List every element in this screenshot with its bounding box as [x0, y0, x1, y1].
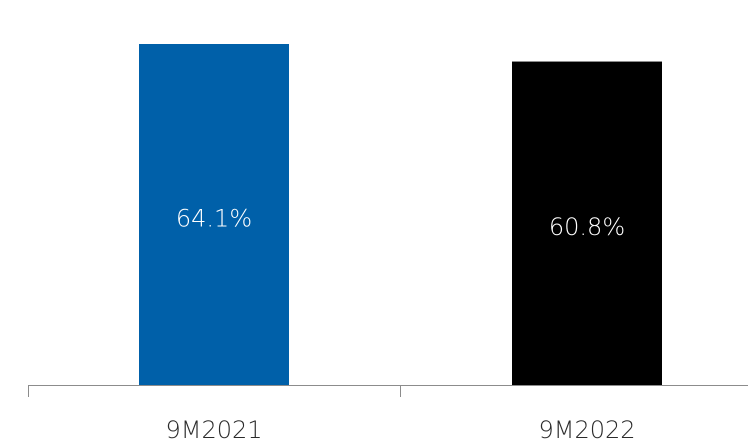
category-label-9m2022: 9M2022 [538, 416, 635, 444]
bar-value-label-9m2021: 64.1% [176, 205, 252, 233]
bar-9m2022 [512, 61, 662, 385]
category-label-9m2021: 9M2021 [165, 416, 262, 444]
bar-value-label-9m2022: 60.8% [549, 213, 625, 241]
bar-9m2021 [139, 44, 289, 385]
labels-layer: 64.1% 9M2021 60.8% 9M2022 [165, 205, 635, 444]
bars-layer [139, 44, 662, 385]
x-axis [28, 385, 748, 397]
